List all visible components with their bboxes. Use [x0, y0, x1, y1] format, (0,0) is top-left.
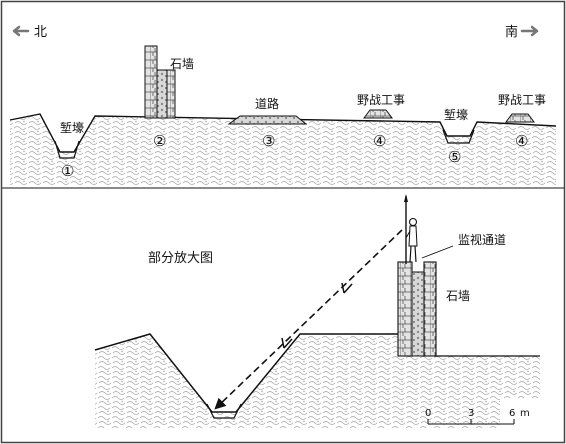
road-shape [227, 115, 308, 125]
patrol-path-leader [421, 245, 454, 259]
label-trench-2: 堑壕 [444, 107, 468, 122]
field-works-1-shape [363, 109, 393, 119]
marker-3: ③ [262, 132, 275, 150]
marker-5: ⑤ [448, 148, 461, 166]
field-works-2-shape [505, 113, 535, 123]
trench-2-shape [442, 129, 475, 144]
scale-tick-6: 6 [509, 408, 515, 419]
stone-wall-detail [397, 261, 437, 357]
label-road: 道路 [255, 96, 279, 111]
scale-tick-3: 3 [468, 408, 474, 419]
scale-bar [427, 419, 515, 425]
label-patrol-path: 监视通道 [458, 232, 506, 247]
stone-wall-top [144, 45, 176, 119]
marker-4a: ④ [373, 132, 386, 150]
sight-line-chevron-1 [341, 282, 353, 294]
marker-1: ① [61, 162, 74, 180]
scale-unit: m [520, 408, 530, 419]
marker-4b: ④ [515, 132, 528, 150]
compass-south: 南 [505, 24, 518, 40]
south-arrow-icon [520, 25, 539, 37]
label-trench-1: 堑壕 [60, 120, 84, 135]
label-stone-wall-top: 石墙 [170, 57, 194, 71]
label-field-works-1: 野战工事 [357, 93, 405, 107]
detail-ground-profile [94, 333, 540, 428]
label-field-works-2: 野战工事 [498, 93, 546, 107]
detail-title: 部分放大图 [148, 251, 213, 266]
scale-tick-0: 0 [425, 408, 431, 419]
sight-line-arrow [214, 229, 403, 410]
top-ground-profile [9, 113, 557, 186]
sentry-figure-icon [404, 194, 418, 264]
trench-1-shape [54, 140, 80, 159]
label-stone-wall-detail: 石墙 [446, 289, 470, 303]
compass-north: 北 [34, 25, 47, 40]
north-arrow-icon [12, 25, 30, 37]
sight-line-chevron-2 [281, 337, 293, 349]
marker-2: ② [153, 132, 166, 150]
